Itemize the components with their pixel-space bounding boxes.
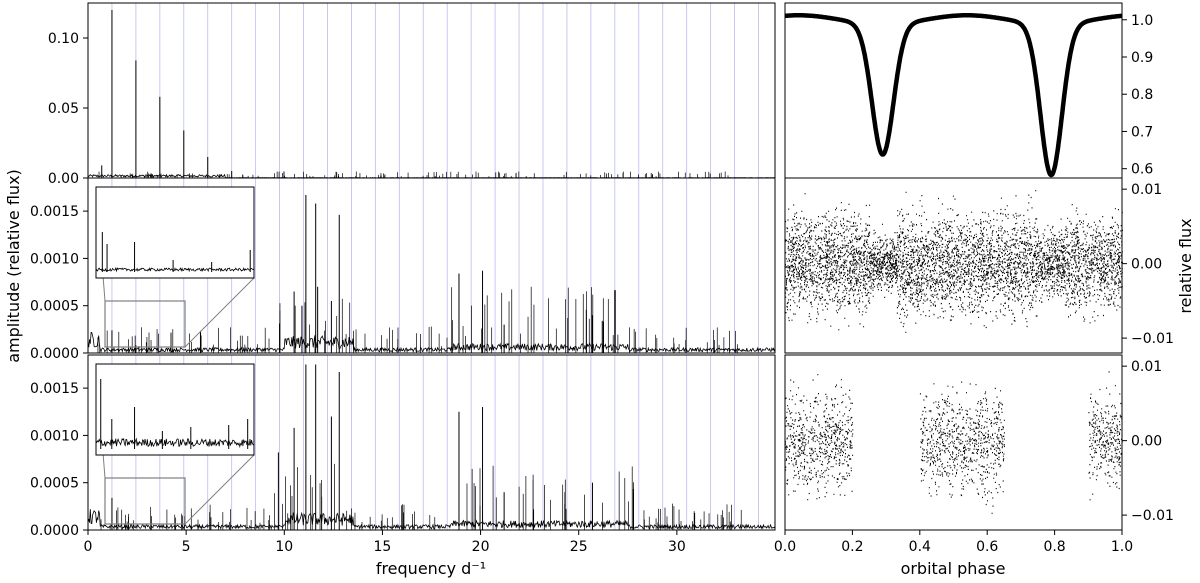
light-curve bbox=[785, 13, 1123, 178]
y-ticks-4: 0.6 0.7 0.8 0.9 1.0 bbox=[1122, 13, 1153, 178]
inset-2-frame bbox=[95, 186, 255, 279]
panel-light-curve: 0.6 0.7 0.8 0.9 1.0 bbox=[784, 2, 1153, 179]
y-ticks-6: 0.01 0.00 −0.01 bbox=[1122, 359, 1174, 524]
spectrum-peaks-2 bbox=[97, 195, 738, 353]
x-tick-label: 1.0 bbox=[1111, 539, 1133, 555]
panel-periodogram-out-of-eclipse: 0.0000 0.0005 0.0010 0.0015 0 5 10 15 20 25 30 bbox=[30, 354, 776, 555]
x-tick-label: 25 bbox=[570, 539, 588, 555]
x-tick-label: 10 bbox=[275, 539, 293, 555]
y-tick-label: 0.00 bbox=[48, 171, 79, 187]
y-tick-label: 0.0015 bbox=[30, 381, 79, 397]
y-tick-label: 0.6 bbox=[1131, 162, 1153, 178]
x-tick-label: 0.2 bbox=[841, 539, 863, 555]
residual-points-5 bbox=[785, 190, 1123, 333]
spectrum-peaks-1 bbox=[98, 10, 729, 178]
y-tick-label: 0.05 bbox=[48, 101, 79, 117]
plot-area-1 bbox=[88, 3, 775, 178]
x-tick-label: 5 bbox=[182, 539, 191, 555]
y-ticks-1: 0.00 0.05 0.10 bbox=[48, 31, 88, 187]
y-ticks-3: 0.0000 0.0005 0.0010 0.0015 bbox=[30, 381, 88, 539]
left-x-axis-label: frequency d⁻¹ bbox=[376, 559, 486, 578]
inset-peaks-2 bbox=[101, 232, 251, 272]
x-tick-label: 0.8 bbox=[1043, 539, 1065, 555]
zoom-region-2 bbox=[104, 300, 186, 348]
inset-spectrum-2 bbox=[95, 266, 255, 273]
panel-frame-2 bbox=[87, 177, 776, 354]
light-curve-points bbox=[785, 13, 1123, 178]
x-tick-label: 0 bbox=[84, 539, 93, 555]
inset-2-bg bbox=[96, 187, 254, 278]
y-tick-label: 0.0010 bbox=[30, 428, 79, 444]
zoom-connector-3b bbox=[184, 454, 255, 525]
inset-3-frame bbox=[95, 363, 255, 456]
inset-spectrum-3 bbox=[95, 437, 255, 449]
panel-periodogram-full: 0.00 0.05 0.10 bbox=[48, 2, 776, 187]
y-tick-label: 0.01 bbox=[1131, 182, 1162, 198]
y-tick-label: 0.9 bbox=[1131, 50, 1153, 66]
residual-points-6 bbox=[785, 371, 1123, 514]
harmonic-grid-2 bbox=[111, 178, 759, 353]
y-tick-label: 0.01 bbox=[1131, 359, 1162, 375]
y-tick-label: −0.01 bbox=[1131, 331, 1174, 347]
spectrum-peaks-3 bbox=[100, 364, 742, 530]
y-ticks-5: 0.01 0.00 −0.01 bbox=[1122, 182, 1174, 347]
y-tick-label: 0.7 bbox=[1131, 124, 1153, 140]
x-tick-label: 0.4 bbox=[909, 539, 931, 555]
x-tick-label: 0.0 bbox=[774, 539, 796, 555]
left-y-axis-label: amplitude (relative flux) bbox=[4, 169, 23, 363]
x-tick-label: 0.6 bbox=[976, 539, 998, 555]
x-ticks-phase: 0.0 0.2 0.4 0.6 0.8 1.0 bbox=[774, 530, 1133, 555]
y-ticks-2: 0.0000 0.0005 0.0010 0.0015 bbox=[30, 204, 88, 362]
plot-area-4 bbox=[785, 3, 1122, 178]
zoom-connector-2b bbox=[184, 277, 255, 348]
y-tick-label: 0.0005 bbox=[30, 476, 79, 492]
y-tick-label: −0.01 bbox=[1131, 508, 1174, 524]
y-tick-label: 0.10 bbox=[48, 31, 79, 47]
residual-scatter bbox=[785, 190, 1123, 333]
panel-frame-3 bbox=[87, 354, 776, 531]
zoom-region-3 bbox=[104, 477, 186, 525]
right-x-axis-label: orbital phase bbox=[901, 559, 1006, 578]
y-tick-label: 0.00 bbox=[1131, 434, 1162, 450]
panel-frame-5 bbox=[784, 177, 1123, 354]
y-tick-label: 0.0015 bbox=[30, 204, 79, 220]
right-y-axis-label: relative flux bbox=[1176, 218, 1195, 313]
panel-periodogram-residual: 0.0000 0.0005 0.0010 0.0015 bbox=[30, 177, 776, 362]
x-tick-label: 15 bbox=[374, 539, 392, 555]
y-tick-label: 1.0 bbox=[1131, 13, 1153, 29]
y-tick-label: 0.0000 bbox=[30, 523, 79, 539]
inset-peaks-3 bbox=[100, 379, 249, 449]
panel-frame-6 bbox=[784, 354, 1123, 531]
panel-residual-light-curve: 0.01 0.00 −0.01 bbox=[784, 177, 1174, 354]
panel-residual-out-of-eclipse: 0.01 0.00 −0.01 0.0 0.2 0.4 0.6 0.8 1.0 bbox=[774, 354, 1174, 555]
y-tick-label: 0.0010 bbox=[30, 251, 79, 267]
y-tick-label: 0.00 bbox=[1131, 257, 1162, 273]
x-tick-label: 30 bbox=[668, 539, 686, 555]
y-tick-label: 0.0005 bbox=[30, 299, 79, 315]
y-tick-label: 0.8 bbox=[1131, 87, 1153, 103]
residual-scatter bbox=[785, 371, 1123, 514]
inset-3-bg bbox=[96, 364, 254, 455]
y-tick-label: 0.0000 bbox=[30, 346, 79, 362]
x-tick-label: 20 bbox=[472, 539, 490, 555]
x-ticks-frequency: 0 5 10 15 20 25 30 bbox=[84, 530, 686, 555]
harmonic-grid-1 bbox=[111, 3, 759, 178]
